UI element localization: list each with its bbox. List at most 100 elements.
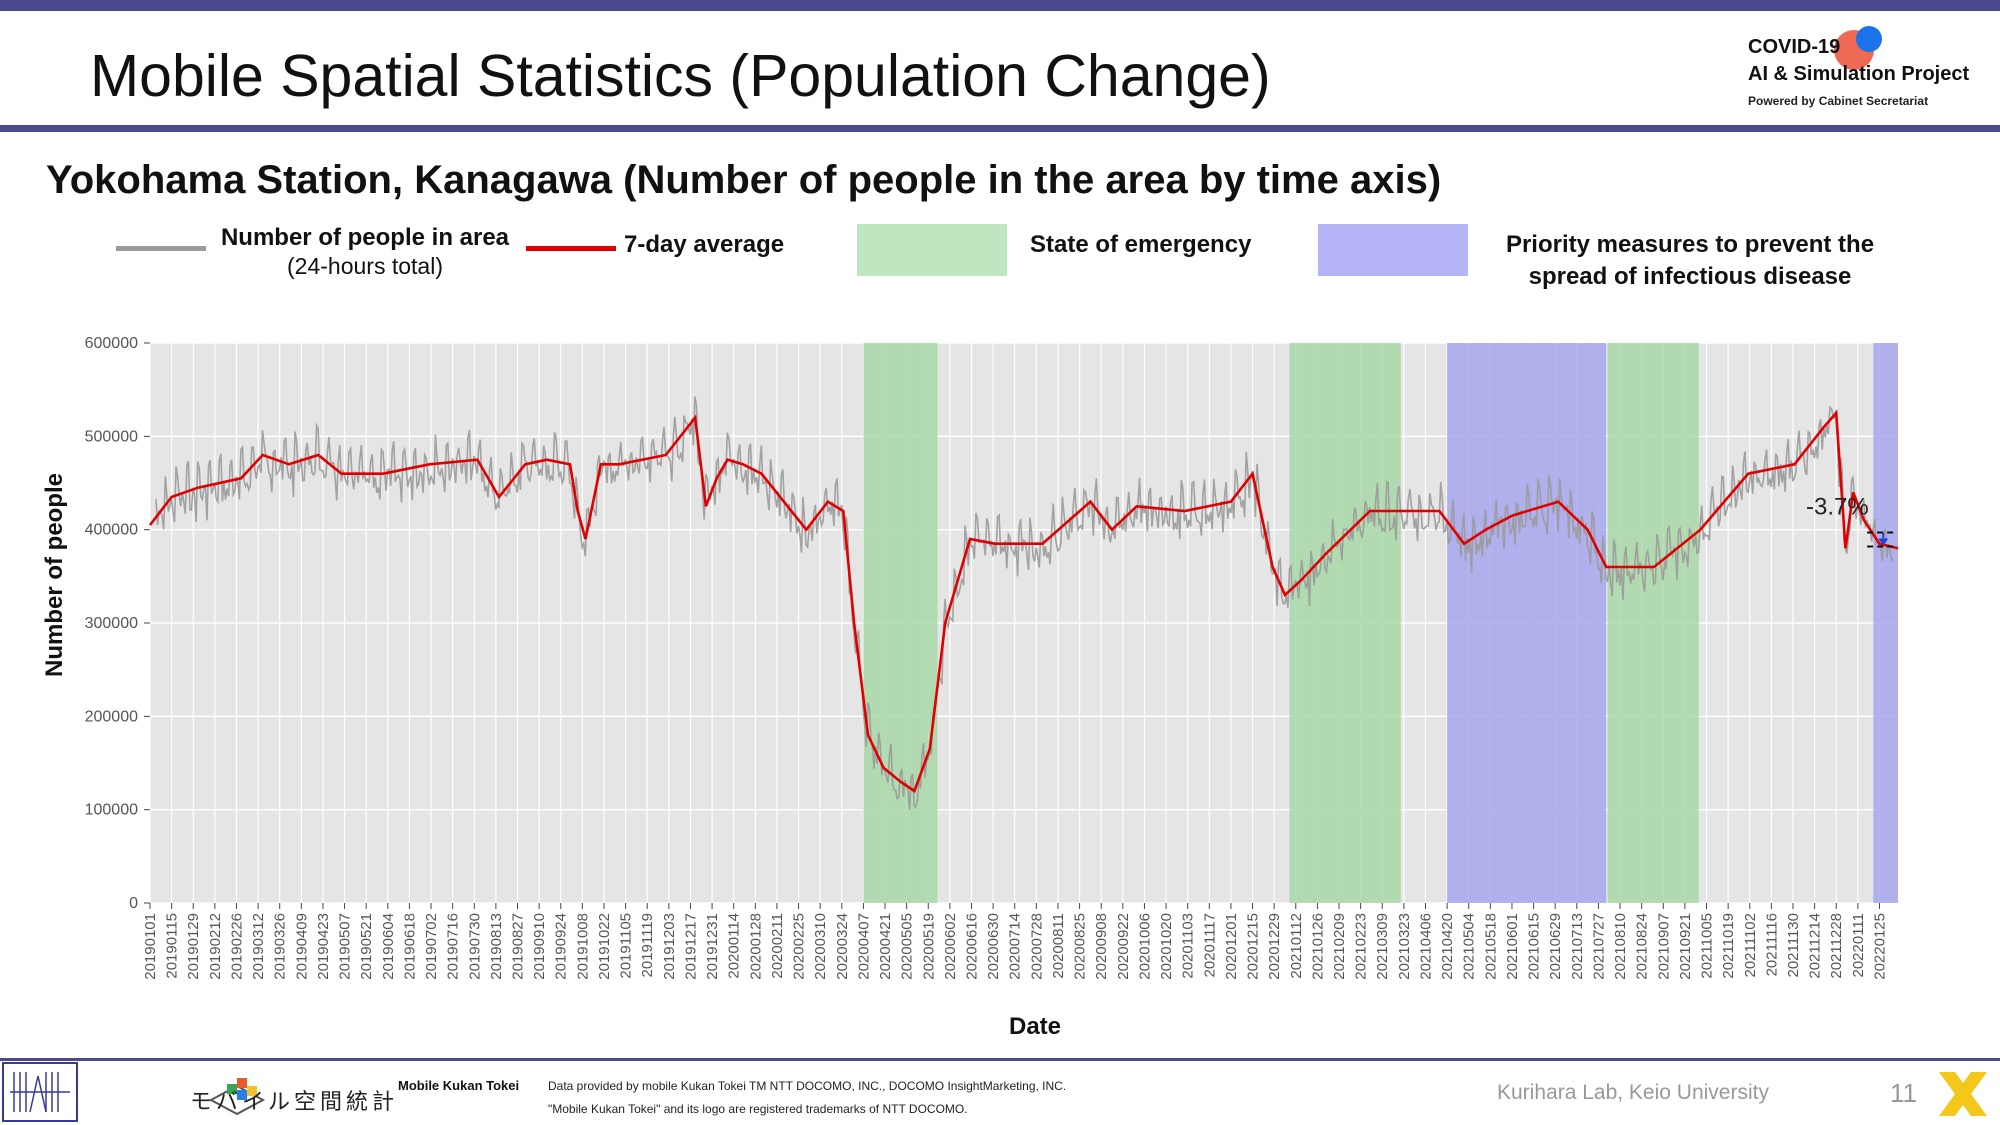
x-tick-label: 20200114 xyxy=(726,913,743,979)
legend-average-label: 7-day average xyxy=(624,231,785,258)
emergency-period xyxy=(863,343,938,903)
mobile-kukan-tokei-logo-icon xyxy=(208,1078,266,1116)
x-tick-label: 20200811 xyxy=(1050,913,1067,979)
x-tick-label: 20200519 xyxy=(920,913,937,980)
x-tick-label: 20201006 xyxy=(1136,913,1153,980)
x-tick-label: 20190813 xyxy=(488,913,505,980)
x-tick-label: 20200728 xyxy=(1028,913,1045,980)
x-tick-label: 20210810 xyxy=(1612,913,1629,980)
x-tick-label: 20190312 xyxy=(250,913,267,980)
logo-blue-dot-icon xyxy=(1856,26,1882,52)
x-tick-label: 20210223 xyxy=(1353,913,1370,980)
y-tick-label: 500000 xyxy=(85,428,138,445)
x-tick-label: 20200908 xyxy=(1093,913,1110,980)
priority-measures-period xyxy=(1873,343,1898,903)
x-tick-label: 20191105 xyxy=(618,913,635,979)
y-axis-label: Number of people xyxy=(41,473,68,677)
x-tick-label: 20200310 xyxy=(812,913,829,980)
logo-line1: COVID-19 xyxy=(1748,36,1841,58)
x-tick-label: 20210406 xyxy=(1418,913,1435,980)
priority-measures-period xyxy=(1447,343,1607,903)
x-tick-label: 20210629 xyxy=(1547,913,1564,980)
emergency-period xyxy=(1607,343,1699,903)
y-tick-label: 300000 xyxy=(85,615,138,632)
y-tick-label: 200000 xyxy=(85,708,138,725)
x-tick-label: 20201201 xyxy=(1223,913,1240,980)
x-tick-label: 20200211 xyxy=(769,913,786,979)
x-tick-label: 20201020 xyxy=(1158,913,1175,980)
x-tick-label: 20200825 xyxy=(1072,913,1089,980)
footer-credit-line2: "Mobile Kukan Tokei" and its logo are re… xyxy=(548,1102,968,1116)
x-tick-label: 20210921 xyxy=(1677,913,1694,980)
population-chart: Number of people Date 0 100000 200000 30000… xyxy=(41,335,1899,1040)
logo-line3: Powered by Cabinet Secretariat xyxy=(1748,94,1929,108)
x-tick-label: 20211116 xyxy=(1763,913,1780,976)
x-tick-label: 20210727 xyxy=(1590,913,1607,980)
legend-priority-label-2: spread of infectious disease xyxy=(1528,263,1852,290)
x-tick-label: 20190212 xyxy=(207,913,224,980)
x-axis-label: Date xyxy=(1009,1013,1061,1040)
x-tick-label: 20210713 xyxy=(1569,913,1586,980)
chart-title: Yokohama Station, Kanagawa (Number of pe… xyxy=(46,158,1442,202)
x-tick-label: 20200505 xyxy=(899,913,916,980)
x-tick-label: 20211130 xyxy=(1785,913,1802,978)
x-tick-label: 20190702 xyxy=(423,913,440,980)
x-tick-label: 20210601 xyxy=(1504,913,1521,980)
footer-brand: Mobile Kukan Tokei xyxy=(398,1078,520,1093)
x-tick-label: 20210504 xyxy=(1461,913,1478,980)
daily-count-line xyxy=(155,396,1894,810)
footer-credit-line1: Data provided by mobile Kukan Tokei TM N… xyxy=(548,1079,1067,1093)
x-tick-label: 20210209 xyxy=(1331,913,1348,980)
title-divider xyxy=(0,125,2000,132)
emergency-period xyxy=(1289,343,1401,903)
x-tick-label: 20190326 xyxy=(272,913,289,980)
x-tick-label: 20200714 xyxy=(1007,913,1024,980)
x-tick-label: 20201229 xyxy=(1266,913,1283,980)
x-tick-label: 20191008 xyxy=(574,913,591,980)
y-tick-label: 600000 xyxy=(85,335,138,352)
x-tick-label: 20200407 xyxy=(855,913,872,980)
x-tick-label: 20191203 xyxy=(661,913,678,980)
logo-line2: AI & Simulation Project xyxy=(1748,63,1970,85)
x-tick-label: 20200616 xyxy=(964,913,981,980)
x-tick-label: 20210323 xyxy=(1396,913,1413,980)
x-tick-label: 20200602 xyxy=(942,913,959,980)
annotation-label: -3.7% xyxy=(1806,493,1869,520)
legend-daily-swatch xyxy=(116,246,206,251)
x-tick-label: 20190507 xyxy=(337,913,354,980)
legend-emergency-swatch xyxy=(857,224,1007,276)
x-tick-label: 20191217 xyxy=(683,913,700,980)
x-tick-label: 20191022 xyxy=(596,913,613,980)
x-tick-label: 20200922 xyxy=(1115,913,1132,980)
x-tick-label: 20200225 xyxy=(791,913,808,980)
x-tick-label: 20210126 xyxy=(1309,913,1326,980)
x-tick-label: 20210309 xyxy=(1374,913,1391,980)
top-accent-bar xyxy=(0,0,2000,11)
lab-logo-icon xyxy=(2,1062,78,1122)
legend-emergency-label: State of emergency xyxy=(1030,231,1252,258)
x-tick-label: 20190409 xyxy=(293,913,310,980)
x-tick-label: 20211214 xyxy=(1807,913,1824,979)
x-tick-label: 20220111 xyxy=(1850,913,1867,978)
page-title: Mobile Spatial Statistics (Population Ch… xyxy=(90,43,1271,109)
legend-priority-swatch xyxy=(1318,224,1468,276)
x-tick-label: 20211228 xyxy=(1828,913,1845,979)
x-tick-label: 20201117 xyxy=(1201,913,1218,978)
x-tick-label: 20190827 xyxy=(510,913,527,980)
lab-name: Kurihara Lab, Keio University xyxy=(1497,1081,1769,1104)
x-tick-label: 20210615 xyxy=(1526,913,1543,980)
x-tick-label: 20210112 xyxy=(1288,913,1305,979)
x-tick-label: 20200128 xyxy=(747,913,764,980)
x-brand-icon xyxy=(1939,1072,1987,1116)
x-tick-label: 20200324 xyxy=(834,913,851,980)
seven-day-average-line xyxy=(148,409,1899,793)
footer-logo-text: モバイル空間統計 xyxy=(190,1089,399,1114)
x-tick-label: 20190423 xyxy=(315,913,332,980)
x-tick-label: 20201215 xyxy=(1245,913,1262,980)
x-tick-label: 20190716 xyxy=(445,913,462,980)
annotation-arrowhead xyxy=(1878,538,1889,546)
x-tick-label: 20191231 xyxy=(704,913,721,980)
x-tick-label: 20190226 xyxy=(229,913,246,980)
x-tick-label: 20211102 xyxy=(1742,913,1759,978)
legend-daily-label: Number of people in area xyxy=(220,224,510,251)
